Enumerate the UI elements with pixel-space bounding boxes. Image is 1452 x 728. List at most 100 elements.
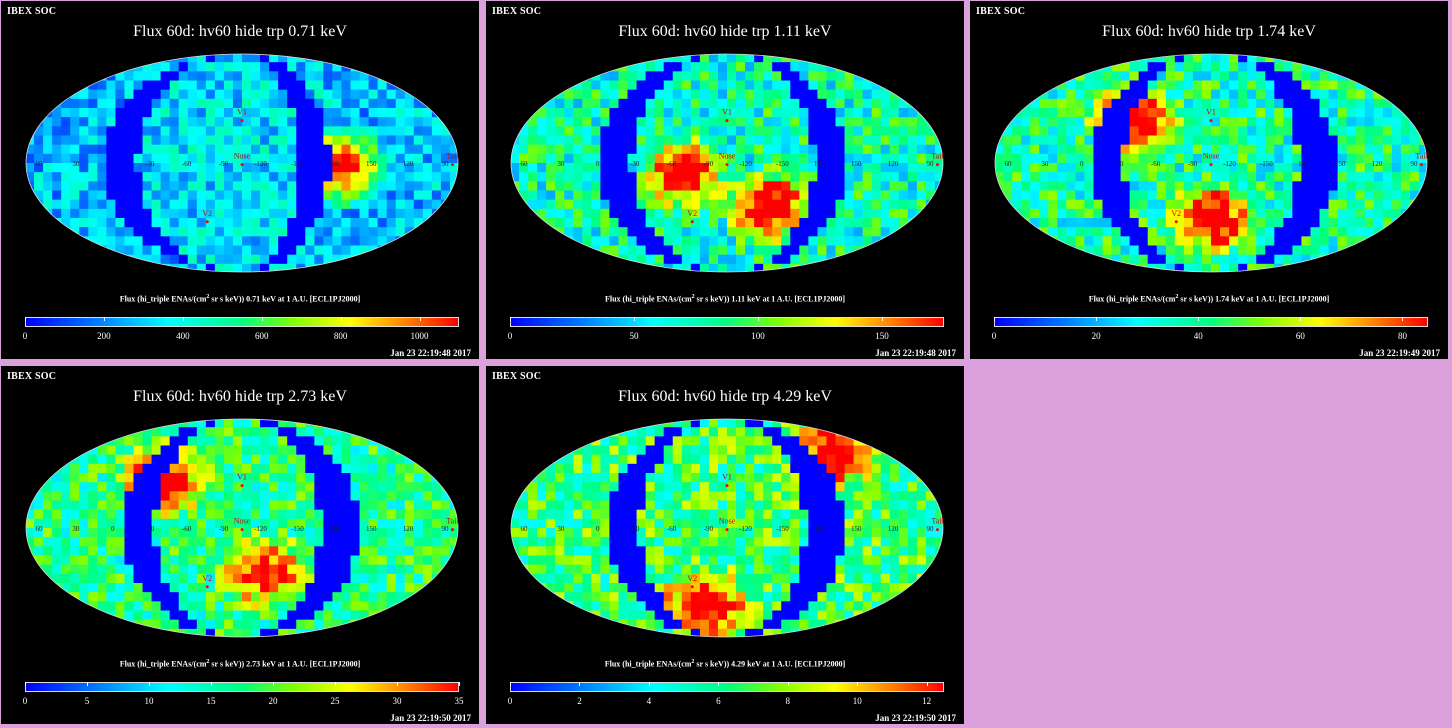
map-pixel bbox=[79, 573, 89, 584]
map-pixel bbox=[1120, 71, 1131, 82]
map-pixel bbox=[1400, 236, 1411, 247]
map-pixel bbox=[618, 218, 629, 228]
map-pixel bbox=[907, 245, 918, 256]
map-pixel bbox=[413, 71, 424, 82]
map-pixel bbox=[555, 445, 565, 456]
map-pixel bbox=[1156, 236, 1167, 247]
lon-label: 180 bbox=[1298, 160, 1309, 168]
map-pixel bbox=[808, 245, 819, 256]
map-pixel bbox=[1174, 236, 1185, 247]
map-pixel bbox=[1030, 172, 1040, 182]
map-pixel bbox=[763, 163, 773, 173]
map-pixel bbox=[790, 71, 800, 82]
map-pixel bbox=[1382, 218, 1393, 228]
map-pixel bbox=[1183, 54, 1194, 63]
colorbar-tick: 0 bbox=[22, 331, 28, 341]
map-pixel bbox=[1120, 117, 1131, 127]
map-pixel bbox=[934, 153, 943, 164]
map-pixel bbox=[1138, 190, 1149, 201]
map-pixel bbox=[151, 163, 162, 173]
map-pixel bbox=[1129, 163, 1140, 173]
map-pixel bbox=[260, 227, 270, 237]
map-pixel bbox=[1211, 98, 1221, 109]
map-pixel bbox=[995, 190, 1004, 201]
map-pixel bbox=[1400, 181, 1411, 192]
map-pixel bbox=[600, 80, 611, 91]
map-pixel bbox=[269, 427, 279, 437]
map-pixel bbox=[853, 144, 864, 155]
map-pixel bbox=[296, 144, 306, 155]
map-pixel bbox=[907, 62, 918, 72]
map-pixel bbox=[645, 227, 656, 237]
map-pixel bbox=[1201, 208, 1212, 219]
map-pixel bbox=[386, 619, 397, 630]
map-pixel bbox=[242, 427, 252, 437]
map-pixel bbox=[898, 135, 909, 146]
map-pixel bbox=[1256, 172, 1266, 182]
colorbar-tickmark bbox=[1198, 317, 1200, 321]
map-pixel bbox=[808, 436, 819, 447]
map-pixel bbox=[133, 126, 144, 137]
map-pixel bbox=[359, 117, 370, 127]
map-pixel bbox=[359, 172, 370, 182]
map-pixel bbox=[223, 144, 234, 155]
map-pixel bbox=[97, 108, 107, 118]
map-pixel bbox=[205, 163, 216, 173]
map-pixel bbox=[115, 254, 126, 265]
map-pixel bbox=[34, 419, 44, 428]
map-pixel bbox=[1066, 190, 1076, 201]
map-pixel bbox=[1012, 218, 1022, 228]
map-pixel bbox=[314, 254, 324, 265]
map-pixel bbox=[205, 263, 216, 272]
map-pixel bbox=[690, 427, 701, 437]
map-pixel bbox=[323, 482, 334, 492]
map-pixel bbox=[799, 71, 809, 82]
map-pixel bbox=[142, 500, 153, 511]
map-pixel bbox=[1165, 62, 1176, 72]
map-pixel bbox=[781, 190, 791, 201]
map-pixel bbox=[368, 181, 379, 192]
map-pixel bbox=[223, 80, 234, 91]
map-pixel bbox=[564, 126, 574, 137]
map-pixel bbox=[413, 518, 424, 529]
map-pixel bbox=[772, 190, 782, 201]
map-pixel bbox=[1220, 263, 1230, 272]
map-pixel bbox=[1283, 153, 1293, 164]
map-pixel bbox=[305, 528, 315, 538]
map-pixel bbox=[1373, 236, 1384, 247]
map-pixel bbox=[196, 573, 207, 584]
colorbar-tick: 10 bbox=[144, 696, 154, 706]
map-pixel bbox=[528, 181, 538, 192]
map-pixel bbox=[61, 546, 71, 557]
map-pixel bbox=[377, 546, 388, 557]
map-pixel bbox=[708, 245, 719, 256]
map-pixel bbox=[1057, 89, 1067, 100]
map-pixel bbox=[422, 546, 433, 557]
map-pixel bbox=[564, 117, 574, 127]
map-pixel bbox=[34, 601, 44, 612]
map-pixel bbox=[377, 463, 388, 474]
map-pixel bbox=[1174, 190, 1185, 201]
map-pixel bbox=[178, 163, 189, 173]
map-pixel bbox=[528, 62, 538, 72]
map-pixel bbox=[519, 208, 529, 219]
map-pixel bbox=[772, 454, 782, 465]
map-pixel bbox=[386, 54, 397, 63]
map-pixel bbox=[1247, 80, 1257, 91]
map-pixel bbox=[995, 98, 1004, 109]
map-pixel bbox=[582, 254, 592, 265]
map-pixel bbox=[61, 509, 71, 520]
map-pixel bbox=[1165, 163, 1176, 173]
map-pixel bbox=[1093, 163, 1104, 173]
map-pixel bbox=[582, 62, 592, 72]
map-pixel bbox=[1012, 245, 1022, 256]
map-pixel bbox=[1247, 190, 1257, 201]
map-pixel bbox=[214, 190, 225, 201]
map-pixel bbox=[564, 89, 574, 100]
map-pixel bbox=[727, 419, 737, 428]
map-pixel bbox=[449, 227, 458, 237]
map-pixel bbox=[26, 245, 35, 256]
map-pixel bbox=[88, 546, 98, 557]
map-pixel bbox=[214, 80, 225, 91]
lon-label: -120 bbox=[739, 160, 752, 168]
